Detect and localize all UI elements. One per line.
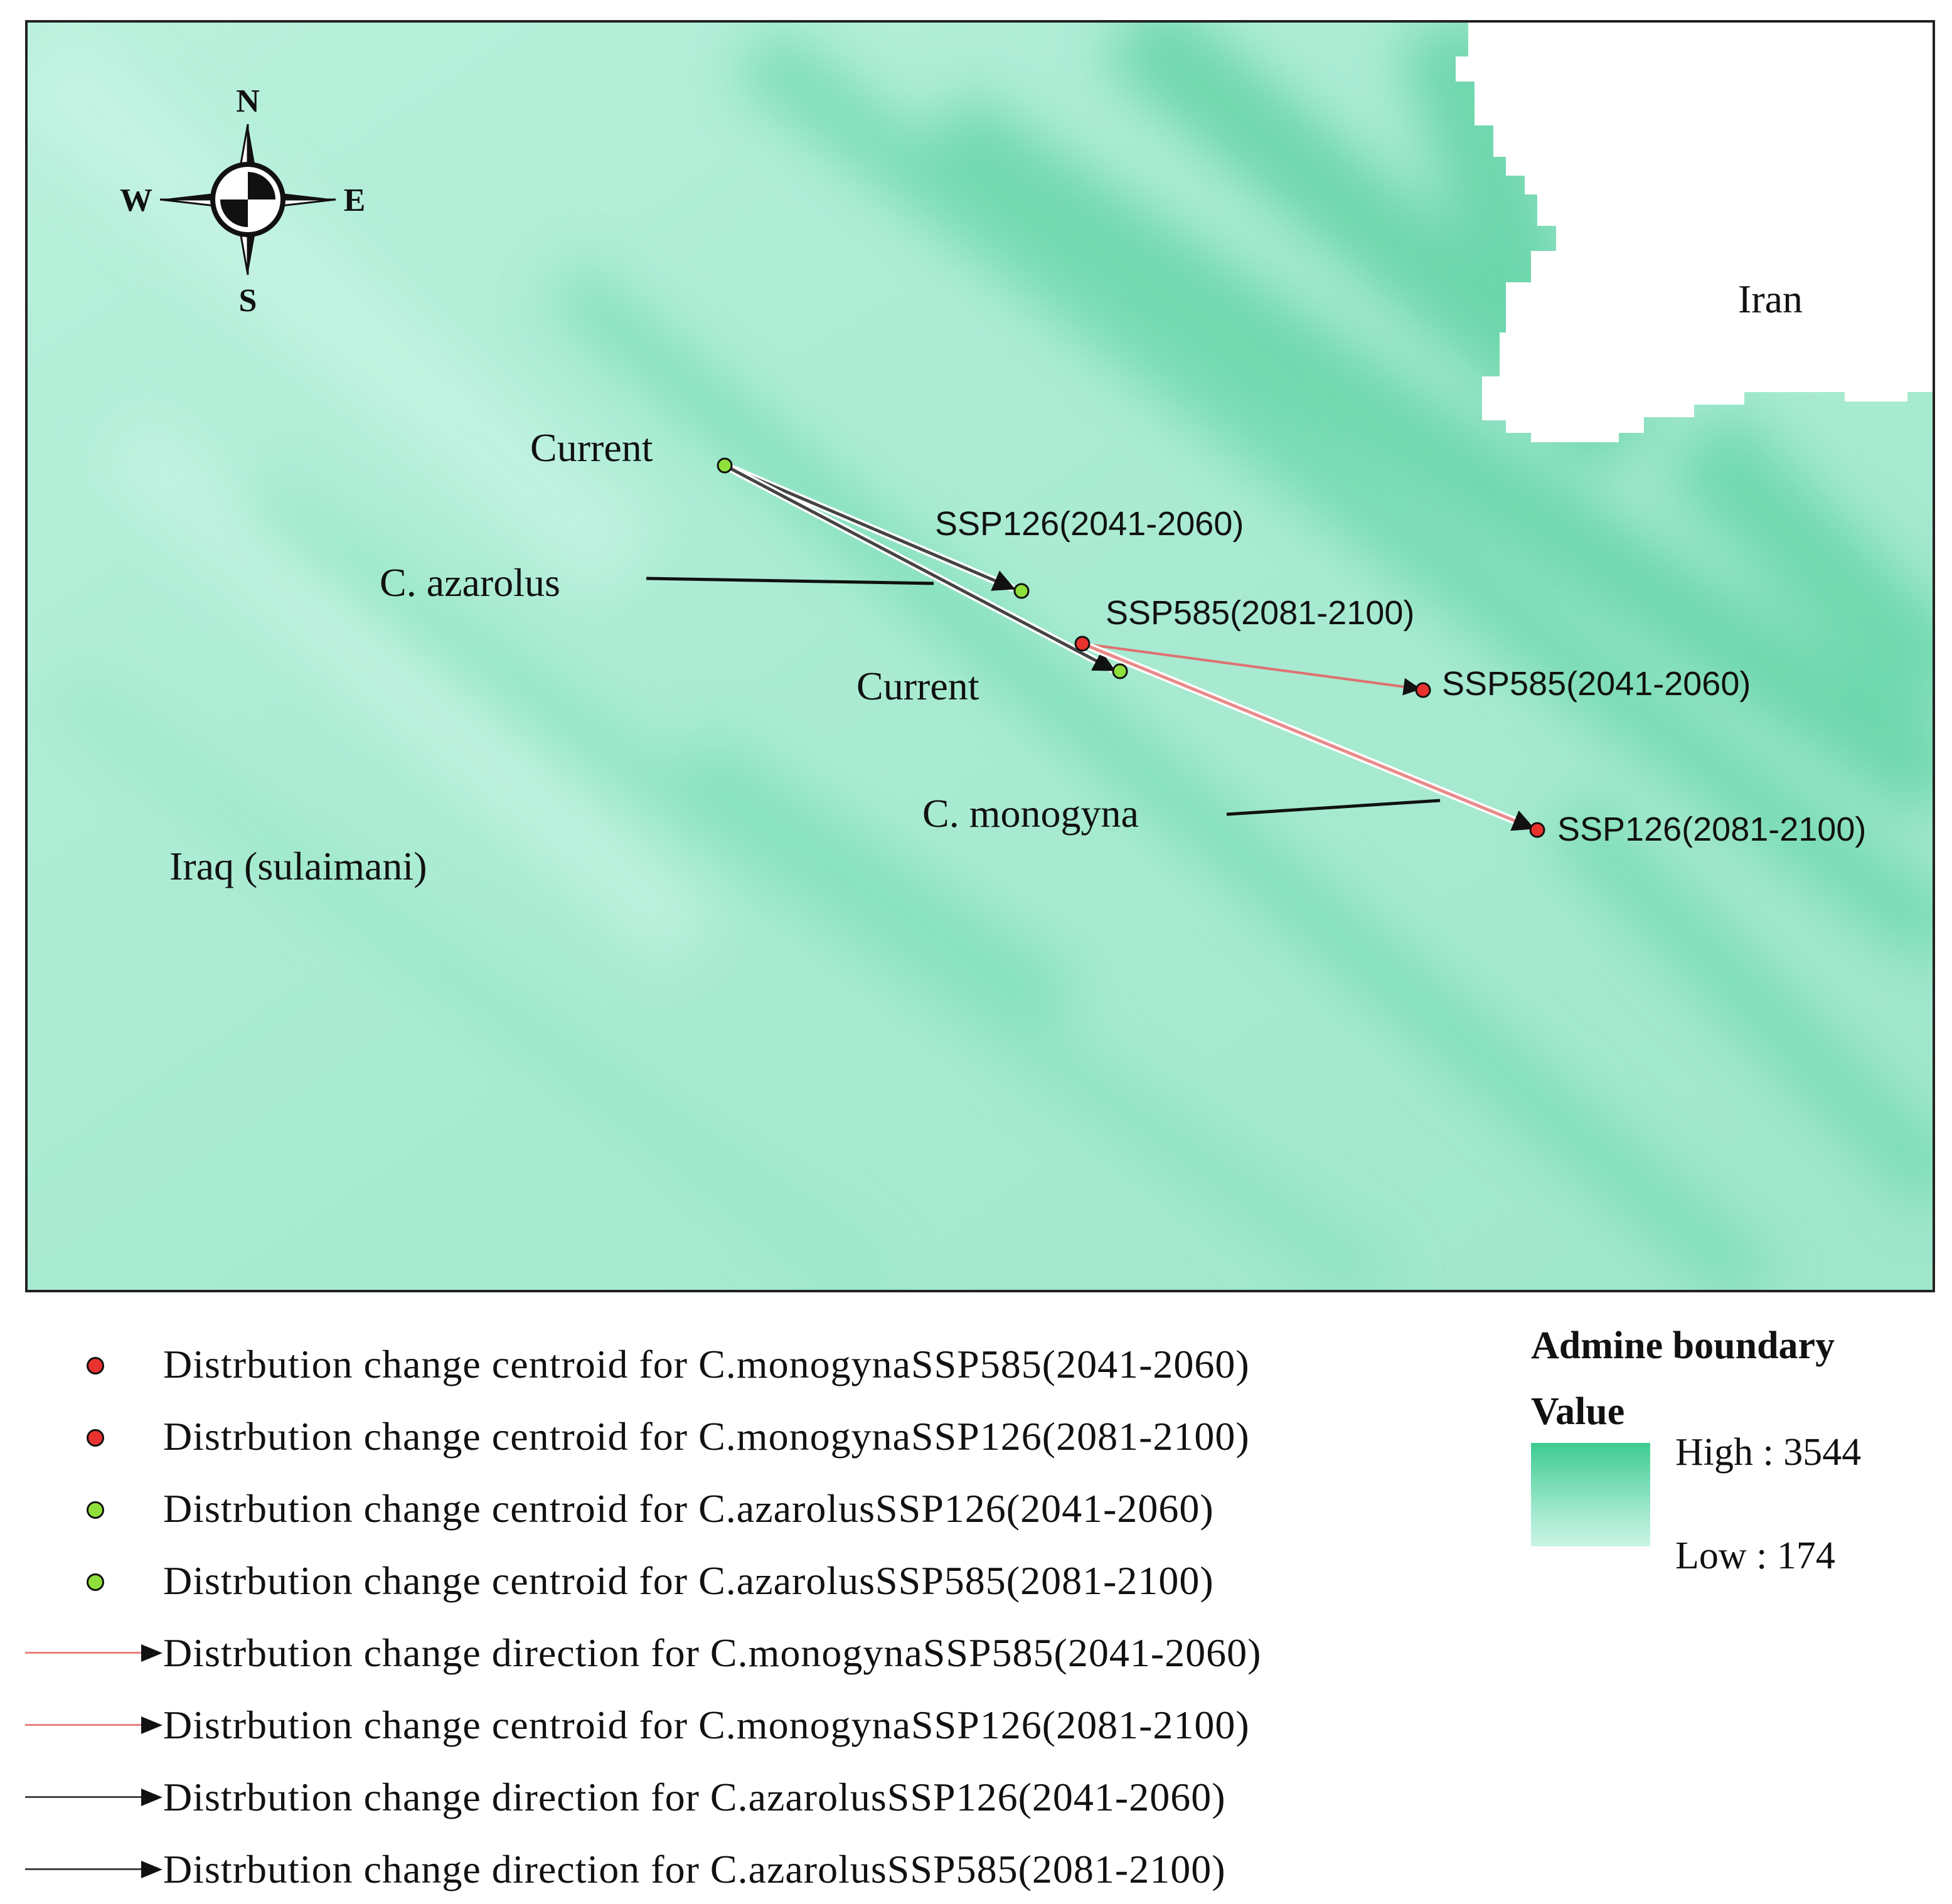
azarolus-ssp126-2041-point: [1013, 583, 1030, 599]
red-dot-icon: [19, 1418, 163, 1455]
azarolus-ssp126-2041-label: SSP126(2041-2060): [935, 505, 1244, 543]
legend-item: Distrbution change centroid for C.monogy…: [19, 1402, 1250, 1471]
azarolus-direction-lines: [723, 462, 1116, 674]
green-dot-icon: [19, 1562, 163, 1600]
monogyna-current-point: [1074, 636, 1091, 652]
map: N S W E Iran Iraq (sulaimani) Current SS…: [25, 20, 1935, 1292]
iran-area: [1456, 21, 1934, 442]
boundary-legend-subtitle: Value: [1531, 1390, 1625, 1433]
legend-item-label: Distrbution change direction for C.azaro…: [163, 1775, 1226, 1819]
legend-item-label: Distrbution change centroid for C.monogy…: [163, 1414, 1250, 1459]
low-value-label: Low : 174: [1675, 1534, 1835, 1577]
monogyna-ssp585-2041-point: [1415, 682, 1431, 698]
compass-n: N: [236, 83, 260, 119]
iran-label: Iran: [1738, 277, 1803, 321]
legend-item: Distrbution change direction for C.monog…: [19, 1619, 1261, 1688]
legend-item-label: Distrbution change centroid for C.monogy…: [163, 1342, 1250, 1386]
boundary-legend: Admine boundary Value High : 3544 Low : …: [1525, 1317, 1939, 1593]
legend-item-label: Distrbution change centroid for C.monogy…: [163, 1703, 1250, 1747]
azarolus-pointer: [646, 577, 934, 585]
monogyna-ssp585-2041-direction: [1082, 642, 1421, 696]
map-frame: [25, 20, 1935, 1292]
black-arrow-icon: [19, 1851, 163, 1888]
red-arrow-icon: [19, 1706, 163, 1744]
color-ramp: [1531, 1443, 1650, 1546]
legend-item: Distrbution change direction for C.azaro…: [19, 1763, 1226, 1832]
monogyna-pointer: [1226, 799, 1441, 816]
high-value-label: High : 3544: [1675, 1431, 1862, 1474]
legend-item: Distrbution change centroid for C.monogy…: [19, 1691, 1250, 1760]
monogyna-current-label: Current: [856, 664, 979, 708]
red-dot-icon: [19, 1346, 163, 1383]
compass-w: W: [120, 183, 152, 218]
legend-item: Distrbution change centroid for C.azarol…: [19, 1474, 1214, 1543]
legend-item: Distrbution change centroid for C.azarol…: [19, 1546, 1214, 1615]
legend-item-label: Distrbution change direction for C.monog…: [163, 1630, 1262, 1675]
azarolus-species-label: C. azarolus: [380, 560, 560, 605]
compass-e: E: [344, 183, 366, 218]
monogyna-species-label: C. monogyna: [922, 791, 1139, 836]
north-arrow-icon: N S W E: [120, 83, 365, 319]
monogyna-ssp585-2041-label: SSP585(2041-2060): [1442, 665, 1751, 703]
legend-item: Distrbution change direction for C.azaro…: [19, 1835, 1226, 1904]
legend-item-label: Distrbution change direction for C.azaro…: [163, 1847, 1226, 1891]
monogyna-ssp585-2081-label: SSP585(2081-2100): [1106, 594, 1414, 632]
monogyna-direction-lines: [1080, 640, 1535, 832]
compass-s: S: [239, 283, 257, 319]
legend-item-label: Distrbution change centroid for C.azarol…: [163, 1486, 1214, 1531]
black-arrow-icon: [19, 1779, 163, 1816]
elevation-raster: [26, 21, 1934, 1291]
green-dot-icon: [19, 1490, 163, 1528]
azarolus-current-label: Current: [530, 425, 653, 470]
monogyna-ssp126-2081-label: SSP126(2081-2100): [1557, 811, 1866, 848]
azarolus-current-point: [717, 457, 733, 474]
azarolus-ssp585-2081-point: [1112, 663, 1128, 679]
red-arrow-icon: [19, 1634, 163, 1672]
iraq-label: Iraq (sulaimani): [169, 844, 427, 888]
legend-item: Distrbution change centroid for C.monogy…: [19, 1330, 1250, 1399]
legend-item-label: Distrbution change centroid for C.azarol…: [163, 1558, 1214, 1603]
monogyna-ssp126-2081-point: [1529, 822, 1545, 838]
boundary-legend-title: Admine boundary: [1531, 1324, 1835, 1367]
